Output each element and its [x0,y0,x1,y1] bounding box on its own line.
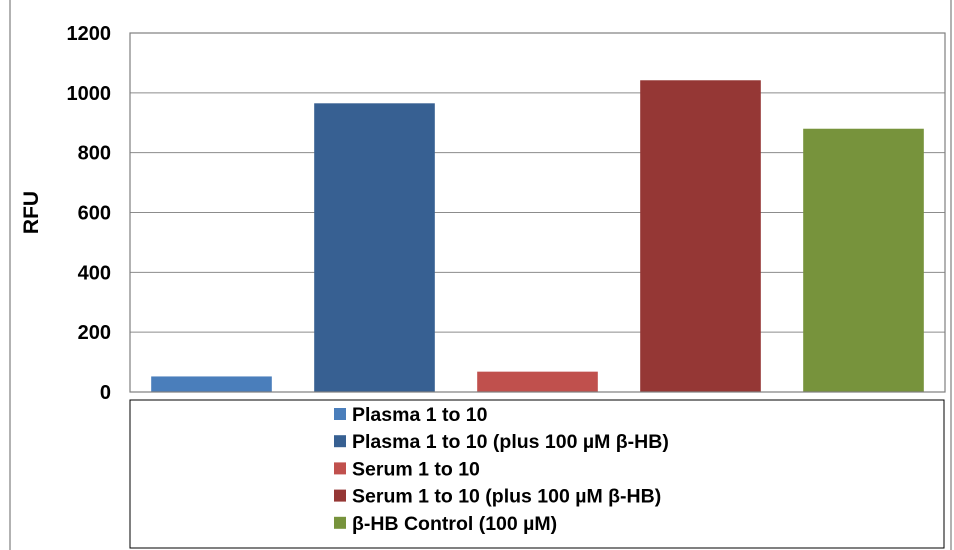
bars [151,80,924,392]
legend-label-4: Serum 1 to 10 (plus 100 µM β-HB) [352,486,661,508]
bar-3 [477,371,598,392]
bar-5 [803,128,924,392]
legend-swatch-5 [334,516,346,529]
y-tick-label: 0 [100,382,111,404]
gridlines [130,92,945,333]
legend-swatch-2 [334,435,346,448]
legend-swatch-3 [334,462,346,475]
legend: Plasma 1 to 10 Plasma 1 to 10 (plus 100 µ… [334,404,669,535]
legend-swatch-1 [334,408,346,420]
y-tick-label: 1000 [67,83,112,105]
y-tick-label: 200 [78,322,111,344]
y-tick-label: 600 [78,203,111,225]
bar-4 [640,80,761,392]
y-tick-label: 800 [78,143,111,165]
y-axis-ticks: 0 200 400 600 800 1000 1200 [67,23,112,404]
legend-swatch-4 [334,489,346,502]
legend-label-5: β-HB Control (100 µM) [352,513,557,535]
y-axis-title: RFU [20,191,43,234]
plot-area-frame [129,32,946,393]
legend-box [129,399,945,549]
bar-2 [314,103,435,392]
bar-1 [151,376,272,392]
y-tick-label: 1200 [67,23,112,45]
legend-label-1: Plasma 1 to 10 [352,404,488,426]
legend-label-2: Plasma 1 to 10 (plus 100 µM β-HB) [352,431,669,453]
legend-label-3: Serum 1 to 10 [352,458,480,480]
y-tick-label: 400 [78,262,111,284]
